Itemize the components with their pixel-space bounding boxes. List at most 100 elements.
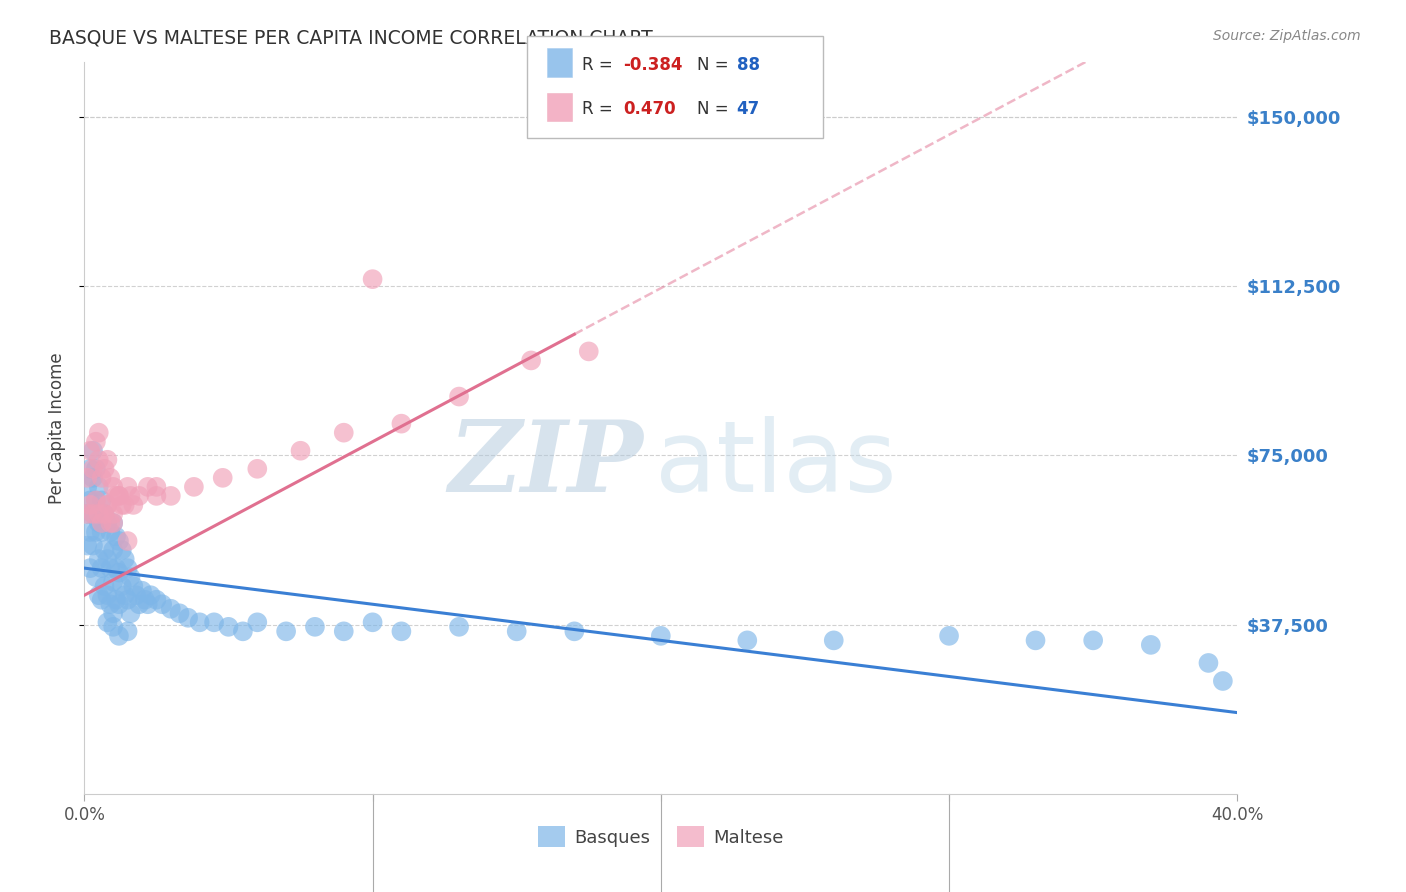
- Point: [114, 552, 136, 566]
- Point: [125, 588, 148, 602]
- Text: 88: 88: [737, 55, 759, 73]
- Point: [145, 592, 167, 607]
- Point: [103, 574, 124, 589]
- Point: [98, 516, 121, 530]
- Point: [290, 443, 312, 458]
- Point: [114, 588, 136, 602]
- Text: -0.384: -0.384: [623, 55, 682, 73]
- Point: [87, 452, 110, 467]
- Point: [1212, 673, 1234, 688]
- Point: [111, 543, 134, 558]
- Point: [117, 592, 139, 607]
- Point: [105, 489, 128, 503]
- Point: [188, 615, 211, 630]
- Point: [108, 534, 131, 549]
- Point: [177, 611, 200, 625]
- Point: [93, 579, 115, 593]
- Point: [136, 480, 159, 494]
- Point: [139, 588, 162, 602]
- Point: [93, 462, 115, 476]
- Point: [108, 597, 131, 611]
- Point: [823, 633, 845, 648]
- Point: [90, 516, 112, 530]
- Point: [98, 471, 121, 485]
- Point: [117, 480, 139, 494]
- Point: [98, 524, 121, 539]
- Point: [737, 633, 759, 648]
- Point: [128, 597, 150, 611]
- Point: [120, 607, 142, 621]
- Point: [96, 615, 118, 630]
- Point: [87, 425, 110, 440]
- Point: [391, 624, 413, 639]
- Text: N =: N =: [697, 100, 734, 118]
- Point: [79, 462, 101, 476]
- Point: [160, 601, 183, 615]
- Point: [82, 443, 104, 458]
- Point: [79, 443, 101, 458]
- Point: [90, 561, 112, 575]
- Point: [84, 462, 107, 476]
- Point: [578, 344, 600, 359]
- Point: [79, 524, 101, 539]
- Text: Source: ZipAtlas.com: Source: ZipAtlas.com: [1213, 29, 1361, 43]
- Point: [82, 471, 104, 485]
- Point: [117, 624, 139, 639]
- Point: [103, 507, 124, 521]
- Point: [108, 629, 131, 643]
- Point: [122, 579, 145, 593]
- Point: [103, 516, 124, 530]
- Point: [76, 539, 98, 553]
- Point: [103, 480, 124, 494]
- Point: [82, 507, 104, 521]
- Point: [114, 498, 136, 512]
- Point: [117, 561, 139, 575]
- Point: [333, 624, 356, 639]
- Point: [93, 507, 115, 521]
- Point: [103, 516, 124, 530]
- Point: [93, 543, 115, 558]
- Point: [98, 597, 121, 611]
- Point: [108, 489, 131, 503]
- Point: [1140, 638, 1163, 652]
- Point: [90, 471, 112, 485]
- Point: [76, 471, 98, 485]
- Point: [169, 607, 191, 621]
- Point: [90, 493, 112, 508]
- Point: [111, 498, 134, 512]
- Point: [246, 462, 269, 476]
- Point: [96, 498, 118, 512]
- Point: [304, 620, 326, 634]
- Point: [76, 507, 98, 521]
- Point: [183, 480, 205, 494]
- Point: [150, 597, 173, 611]
- Point: [449, 390, 471, 404]
- Point: [87, 552, 110, 566]
- Point: [117, 534, 139, 549]
- Point: [105, 529, 128, 543]
- Point: [131, 583, 153, 598]
- Text: ZIP: ZIP: [449, 417, 644, 513]
- Point: [84, 434, 107, 449]
- Point: [90, 524, 112, 539]
- Point: [449, 620, 471, 634]
- Point: [1083, 633, 1105, 648]
- Point: [232, 624, 254, 639]
- Y-axis label: Per Capita Income: Per Capita Income: [48, 352, 66, 504]
- Point: [84, 570, 107, 584]
- Point: [136, 597, 159, 611]
- Point: [122, 498, 145, 512]
- Point: [333, 425, 356, 440]
- Point: [202, 615, 225, 630]
- Point: [108, 566, 131, 580]
- Text: N =: N =: [697, 55, 734, 73]
- Point: [120, 570, 142, 584]
- Point: [361, 615, 384, 630]
- Point: [87, 588, 110, 602]
- Point: [1025, 633, 1047, 648]
- Point: [111, 579, 134, 593]
- Text: R =: R =: [582, 100, 623, 118]
- Point: [105, 561, 128, 575]
- Point: [134, 592, 156, 607]
- Point: [103, 607, 124, 621]
